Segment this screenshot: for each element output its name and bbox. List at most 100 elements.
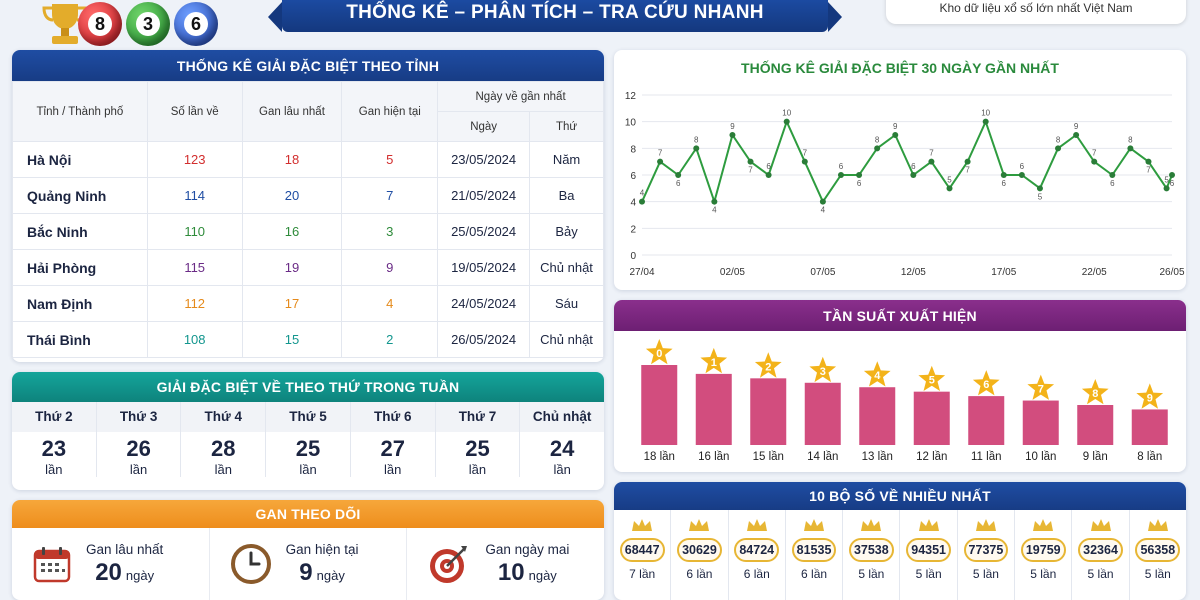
frequency-bar <box>1131 409 1168 445</box>
count-label: 14 lần <box>807 451 838 463</box>
data-label: 6 <box>911 162 916 171</box>
city-name: Hải Phòng <box>12 249 148 286</box>
digit-label: 9 <box>1147 392 1153 404</box>
data-point <box>964 158 971 165</box>
data-label: 9 <box>1074 122 1079 131</box>
gan-now-unit: ngày <box>316 567 345 583</box>
frequency-bar <box>750 378 787 445</box>
weekday-panel: GIẢI ĐẶC BIỆT VỀ THEO THỨ TRONG TUẦN Thứ… <box>12 372 604 490</box>
gan-now-label: Gan hiện tại <box>285 541 359 557</box>
count-label: 16 lần <box>698 451 729 463</box>
ball-green: 3 <box>126 2 170 46</box>
table-row: Nam Định 112 17 4 24/05/2024 Sáu <box>12 285 604 322</box>
date-cell: 24/05/2024 <box>437 285 531 322</box>
col-gan-max: Gan lâu nhất <box>241 81 343 142</box>
gan-now-cell: 3 <box>341 213 439 250</box>
weekday-cell: Sáu <box>529 285 604 322</box>
data-label: 5 <box>1038 192 1043 201</box>
data-point <box>982 118 989 125</box>
ball-blue: 6 <box>174 2 218 46</box>
x-tick-label: 07/05 <box>810 267 835 278</box>
data-point <box>747 158 754 165</box>
top-number-code: 37538 <box>848 538 894 562</box>
count-label: 8 lần <box>1137 451 1162 463</box>
frequency-bar <box>1022 400 1059 445</box>
frequency-bar <box>695 373 732 445</box>
top-number-item: 30629 6 lần <box>671 510 729 600</box>
weekday-value: 26 <box>126 436 151 461</box>
data-label: 4 <box>712 206 717 215</box>
data-label: 6 <box>766 162 771 171</box>
top-number-item: 94351 5 lần <box>900 510 958 600</box>
weekday-label: Thứ 5 <box>266 402 350 432</box>
gan-max-value: 20 <box>95 558 122 586</box>
data-point <box>1055 145 1062 152</box>
lottery-logo: 8 3 6 <box>30 0 220 48</box>
gan-title: GAN THEO DÕI <box>12 500 604 528</box>
crown-icon <box>1090 519 1111 531</box>
data-label: 5 <box>1164 175 1169 184</box>
crown-icon <box>861 519 882 531</box>
count-label: 18 lần <box>644 451 675 463</box>
gan-max-label: Gan lâu nhất <box>86 541 164 557</box>
data-label: 7 <box>803 149 808 158</box>
top-numbers-panel: 10 BỘ SỐ VỀ NHIỀU NHẤT 68447 7 lần 30629 6 … <box>614 482 1186 600</box>
top-number-count: 7 <box>629 567 636 581</box>
top-number-code: 84724 <box>734 538 780 562</box>
data-point <box>1109 172 1116 178</box>
gan-max-cell: 18 <box>241 141 343 178</box>
frequency-bar <box>804 382 841 445</box>
weekday-unit: lần <box>553 462 571 477</box>
star-icon <box>863 361 891 387</box>
y-tick-label: 4 <box>630 198 636 209</box>
date-cell: 23/05/2024 <box>437 141 531 178</box>
star-icon <box>809 356 837 383</box>
weekday-value: 25 <box>295 436 321 461</box>
x-tick-label: 22/05 <box>1082 267 1107 278</box>
data-label: 6 <box>1002 179 1007 188</box>
crown-icon <box>804 519 825 531</box>
top-number-count: 5 <box>915 567 923 581</box>
weekday-value: 24 <box>549 436 575 461</box>
data-point <box>639 198 645 205</box>
star-icon <box>1136 383 1164 409</box>
data-label: 9 <box>893 122 898 131</box>
data-point <box>874 145 881 152</box>
x-tick-label: 26/05 <box>1159 267 1184 278</box>
star-icon <box>754 352 782 378</box>
weekday-label: Thứ 2 <box>12 402 96 432</box>
line-chart-panel: THỐNG KÊ GIẢI ĐẶC BIỆT 30 NGÀY GẦN NHẤT … <box>614 50 1186 290</box>
col-recent: Ngày về gần nhất <box>437 81 604 112</box>
count-label: 10 lần <box>1025 451 1056 463</box>
digit-label: 5 <box>929 375 935 387</box>
weekday-row: Thứ 2 23 lần Thứ 3 26 lần Thứ 4 28 lần Thứ 5 25 lần… <box>12 402 604 477</box>
weekday-value: 28 <box>211 436 236 461</box>
frequency-bar <box>968 396 1005 445</box>
gan-tomorrow-value: 10 <box>497 558 525 586</box>
col-weekday: Thứ <box>529 111 604 142</box>
data-point <box>837 172 844 178</box>
gan-now-value: 9 <box>299 558 313 586</box>
top-number-code: 68447 <box>619 538 665 562</box>
table-row: Quảng Ninh 114 20 7 21/05/2024 Ba <box>12 177 604 214</box>
data-label: 7 <box>1146 166 1151 175</box>
gan-tomorrow-unit: ngày <box>528 567 557 583</box>
data-point <box>729 132 736 138</box>
weekday-unit: lần <box>384 462 402 477</box>
count-cell: 108 <box>146 321 243 358</box>
data-point <box>801 158 808 165</box>
calendar-icon <box>33 547 71 583</box>
data-point <box>1036 185 1043 192</box>
ball-red: 8 <box>78 2 122 46</box>
data-point <box>928 158 935 165</box>
y-tick-label: 0 <box>630 251 636 262</box>
city-name: Bắc Ninh <box>12 213 148 250</box>
date-cell: 26/05/2024 <box>437 321 531 358</box>
top-number-unit: lần <box>1154 567 1171 581</box>
frequency-bar <box>913 391 950 445</box>
weekday-cell: Ba <box>529 177 604 214</box>
data-point <box>783 118 790 125</box>
digit-label: 1 <box>711 357 717 369</box>
data-point <box>711 198 718 205</box>
top-number-item: 37538 5 lần <box>843 510 901 600</box>
